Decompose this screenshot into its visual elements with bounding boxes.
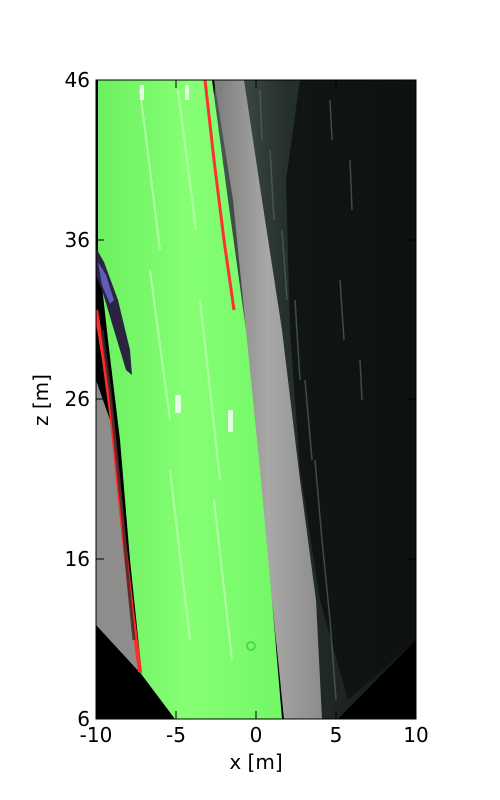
x-tick-label: 0 bbox=[250, 723, 263, 747]
y-tick-label: 36 bbox=[65, 228, 90, 252]
y-tick-label: 46 bbox=[65, 68, 90, 92]
x-tick-label: -10 bbox=[80, 723, 113, 747]
y-tick-label: 16 bbox=[65, 547, 90, 571]
x-tick-label: 10 bbox=[403, 723, 428, 747]
x-tick-label: -5 bbox=[166, 723, 186, 747]
x-tick-label: 5 bbox=[330, 723, 343, 747]
y-tick-marks bbox=[96, 79, 416, 720]
road-overlay bbox=[98, 80, 282, 719]
vegetation-dark-region bbox=[286, 80, 416, 700]
bird-eye-view-image bbox=[96, 80, 416, 719]
road-boundary-left-dark bbox=[100, 329, 136, 641]
y-tick-label: 6 bbox=[77, 707, 90, 731]
left-ground-region bbox=[96, 380, 175, 719]
x-tick-marks bbox=[95, 80, 417, 719]
x-axis-label: x [m] bbox=[229, 750, 282, 774]
sidewalk-strip bbox=[214, 80, 322, 719]
road-marks bbox=[140, 85, 233, 432]
lane-streaks bbox=[139, 89, 233, 661]
left-corner-black bbox=[96, 625, 175, 719]
blue-object-streak bbox=[98, 262, 114, 304]
y-tick-label: 26 bbox=[65, 387, 90, 411]
road-boundary-right bbox=[203, 80, 236, 311]
ego-position-marker bbox=[246, 641, 256, 651]
y-axis-label: z [m] bbox=[29, 374, 53, 426]
vegetation-streaks bbox=[247, 89, 363, 701]
